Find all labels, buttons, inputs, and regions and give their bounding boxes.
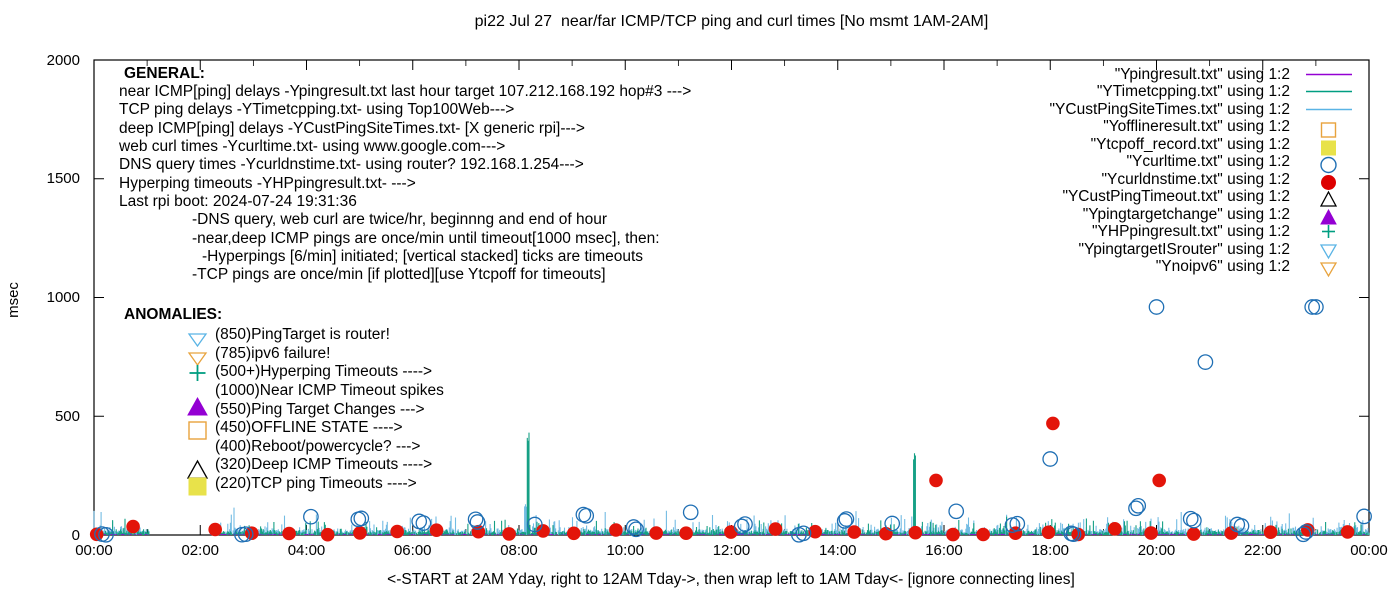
svg-text:14:00: 14:00 — [819, 542, 857, 559]
svg-text:00:00: 00:00 — [1350, 542, 1388, 559]
svg-text:GENERAL:: GENERAL: — [124, 65, 205, 82]
svg-text:04:00: 04:00 — [288, 542, 326, 559]
svg-text:"YTimetcpping.txt" using 1:2: "YTimetcpping.txt" using 1:2 — [1097, 83, 1290, 100]
svg-text:"Ytcpoff_record.txt" using 1:2: "Ytcpoff_record.txt" using 1:2 — [1091, 136, 1290, 153]
svg-text:deep ICMP[ping] delays -YCustP: deep ICMP[ping] delays -YCustPingSiteTim… — [119, 120, 585, 137]
svg-text:(1000)Near ICMP Timeout spikes: (1000)Near ICMP Timeout spikes — [215, 382, 444, 399]
svg-text:-Hyperpings [6/min] initiated;: -Hyperpings [6/min] initiated; [vertical… — [202, 248, 643, 265]
svg-text:"YpingtargetISrouter" using 1:: "YpingtargetISrouter" using 1:2 — [1079, 241, 1290, 258]
svg-text:1500: 1500 — [47, 170, 80, 187]
svg-text:(850)PingTarget is router!: (850)PingTarget is router! — [215, 326, 390, 343]
svg-text:(400)Reboot/powercycle? --->: (400)Reboot/powercycle? ---> — [215, 438, 420, 455]
svg-text:2000: 2000 — [47, 52, 80, 69]
svg-text:12:00: 12:00 — [713, 542, 751, 559]
svg-text:16:00: 16:00 — [925, 542, 963, 559]
svg-text:-DNS query, web curl are twice: -DNS query, web curl are twice/hr, begin… — [192, 211, 607, 228]
svg-text:<-START at 2AM Yday, right to: <-START at 2AM Yday, right to 12AM Tday-… — [387, 571, 1075, 588]
svg-text:"Ypingtargetchange" using 1:2: "Ypingtargetchange" using 1:2 — [1083, 206, 1290, 223]
svg-text:"Ycurldnstime.txt" using 1:2: "Ycurldnstime.txt" using 1:2 — [1102, 171, 1290, 188]
svg-text:msec: msec — [5, 282, 22, 318]
svg-text:(220)TCP ping Timeouts ---->: (220)TCP ping Timeouts ----> — [215, 475, 417, 492]
svg-text:"Ypingresult.txt" using 1:2: "Ypingresult.txt" using 1:2 — [1115, 66, 1290, 83]
svg-text:06:00: 06:00 — [394, 542, 432, 559]
svg-text:near ICMP[ping] delays -Ypingr: near ICMP[ping] delays -Ypingresult.txt … — [119, 83, 691, 100]
svg-text:Last rpi boot: 2024-07-24 19:3: Last rpi boot: 2024-07-24 19:31:36 — [119, 193, 357, 210]
svg-text:"Yofflineresult.txt" using 1:2: "Yofflineresult.txt" using 1:2 — [1103, 118, 1290, 135]
svg-text:500: 500 — [55, 408, 80, 425]
svg-text:(785)ipv6 failure!: (785)ipv6 failure! — [215, 345, 330, 362]
svg-text:1000: 1000 — [47, 289, 80, 306]
svg-text:(320)Deep ICMP Timeouts ---->: (320)Deep ICMP Timeouts ----> — [215, 456, 432, 473]
svg-text:"Ynoipv6" using 1:2: "Ynoipv6" using 1:2 — [1156, 258, 1290, 275]
svg-text:(500+)Hyperping Timeouts ---->: (500+)Hyperping Timeouts ----> — [215, 363, 432, 380]
svg-text:"Ycurltime.txt" using 1:2: "Ycurltime.txt" using 1:2 — [1127, 153, 1290, 170]
svg-text:(450)OFFLINE STATE ---->: (450)OFFLINE STATE ----> — [215, 419, 403, 436]
svg-text:22:00: 22:00 — [1244, 542, 1282, 559]
svg-text:-TCP pings are once/min [if pl: -TCP pings are once/min [if plotted][use… — [192, 266, 606, 283]
svg-text:08:00: 08:00 — [500, 542, 538, 559]
svg-text:"YCustPingTimeout.txt" using 1: "YCustPingTimeout.txt" using 1:2 — [1062, 188, 1290, 205]
svg-text:20:00: 20:00 — [1138, 542, 1176, 559]
svg-text:10:00: 10:00 — [606, 542, 644, 559]
svg-text:web curl times -Ycurltime.txt-: web curl times -Ycurltime.txt- using www… — [118, 138, 505, 155]
svg-text:-near,deep ICMP pings are once: -near,deep ICMP pings are once/min until… — [192, 230, 660, 247]
svg-text:(550)Ping Target Changes --->: (550)Ping Target Changes ---> — [215, 401, 425, 418]
svg-text:"YHPpingresult.txt" using 1:2: "YHPpingresult.txt" using 1:2 — [1092, 223, 1290, 240]
svg-text:TCP ping delays -YTimetcpping.: TCP ping delays -YTimetcpping.txt- using… — [119, 101, 514, 118]
svg-text:18:00: 18:00 — [1031, 542, 1069, 559]
svg-text:DNS query times -Ycurldnstime.: DNS query times -Ycurldnstime.txt- using… — [119, 156, 584, 173]
svg-text:00:00: 00:00 — [75, 542, 113, 559]
svg-text:02:00: 02:00 — [181, 542, 219, 559]
svg-text:"YCustPingSiteTimes.txt" using: "YCustPingSiteTimes.txt" using 1:2 — [1050, 101, 1290, 118]
svg-text:Hyperping timeouts -YHPpingres: Hyperping timeouts -YHPpingresult.txt- -… — [119, 175, 416, 192]
svg-text:ANOMALIES:: ANOMALIES: — [124, 306, 222, 323]
